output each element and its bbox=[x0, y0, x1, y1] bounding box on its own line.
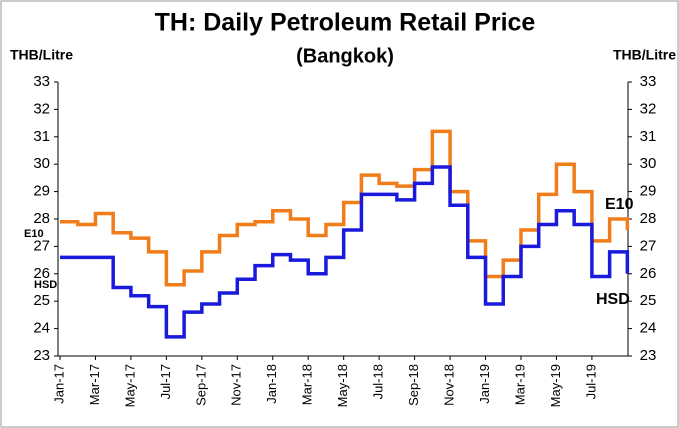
series-label-left: HSD bbox=[34, 279, 57, 291]
x-tick-label: Nov-18 bbox=[441, 364, 456, 406]
x-tick-label: May-18 bbox=[335, 364, 350, 407]
y-tick-label: 30 bbox=[33, 155, 50, 172]
x-tick-label: Nov-17 bbox=[229, 364, 244, 406]
x-tick-label: May-19 bbox=[548, 364, 563, 407]
y2-axis-label: THB/Litre bbox=[613, 47, 676, 63]
y2-tick-label: 23 bbox=[640, 347, 657, 364]
chart-subtitle: (Bangkok) bbox=[296, 45, 394, 67]
y-tick-label: 28 bbox=[33, 210, 50, 227]
y-tick-label: 33 bbox=[33, 73, 50, 90]
chart-title: TH: Daily Petroleum Retail Price bbox=[155, 9, 536, 37]
y2-tick-label: 25 bbox=[640, 292, 657, 309]
x-tick-label: Jan-18 bbox=[264, 364, 279, 404]
x-tick-label: Jan-17 bbox=[51, 364, 66, 404]
y-tick-label: 32 bbox=[33, 100, 50, 117]
x-tick-label: Jan-19 bbox=[477, 364, 492, 404]
x-tick-label: Mar-18 bbox=[300, 364, 315, 405]
series-label: E10 bbox=[605, 196, 634, 213]
line-series bbox=[60, 129, 630, 287]
series-label: HSD bbox=[596, 291, 630, 308]
y-tick-label: 27 bbox=[33, 237, 50, 254]
series-label-left: E10 bbox=[24, 228, 44, 240]
y2-tick-label: 33 bbox=[640, 73, 657, 90]
y2-tick-label: 26 bbox=[640, 265, 657, 282]
y-tick-label: 26 bbox=[33, 265, 50, 282]
y-tick-label: 24 bbox=[33, 320, 50, 337]
y2-tick-label: 28 bbox=[640, 210, 657, 227]
y2-tick-label: 30 bbox=[640, 155, 657, 172]
x-tick-label: Mar-17 bbox=[87, 364, 102, 405]
y-tick-label: 31 bbox=[33, 128, 50, 145]
x-tick-label: Sep-18 bbox=[406, 364, 421, 406]
x-tick-label: Jul-18 bbox=[371, 364, 386, 399]
y-tick-label: 29 bbox=[33, 183, 50, 200]
x-tick-label: Jul-19 bbox=[583, 364, 598, 399]
y2-tick-label: 27 bbox=[640, 237, 657, 254]
y2-tick-label: 32 bbox=[640, 100, 657, 117]
x-tick-label: Sep-17 bbox=[193, 364, 208, 406]
y-tick-label: 25 bbox=[33, 292, 50, 309]
y-tick-label: 23 bbox=[33, 347, 50, 364]
x-tick-label: May-17 bbox=[122, 364, 137, 407]
y2-tick-label: 31 bbox=[640, 128, 657, 145]
x-tick-label: Mar-19 bbox=[512, 364, 527, 405]
x-tick-label: Jul-17 bbox=[158, 364, 173, 399]
line-series bbox=[60, 165, 630, 339]
y-axis-label: THB/Litre bbox=[10, 47, 73, 63]
y2-tick-label: 24 bbox=[640, 320, 657, 337]
y2-tick-label: 29 bbox=[640, 183, 657, 200]
